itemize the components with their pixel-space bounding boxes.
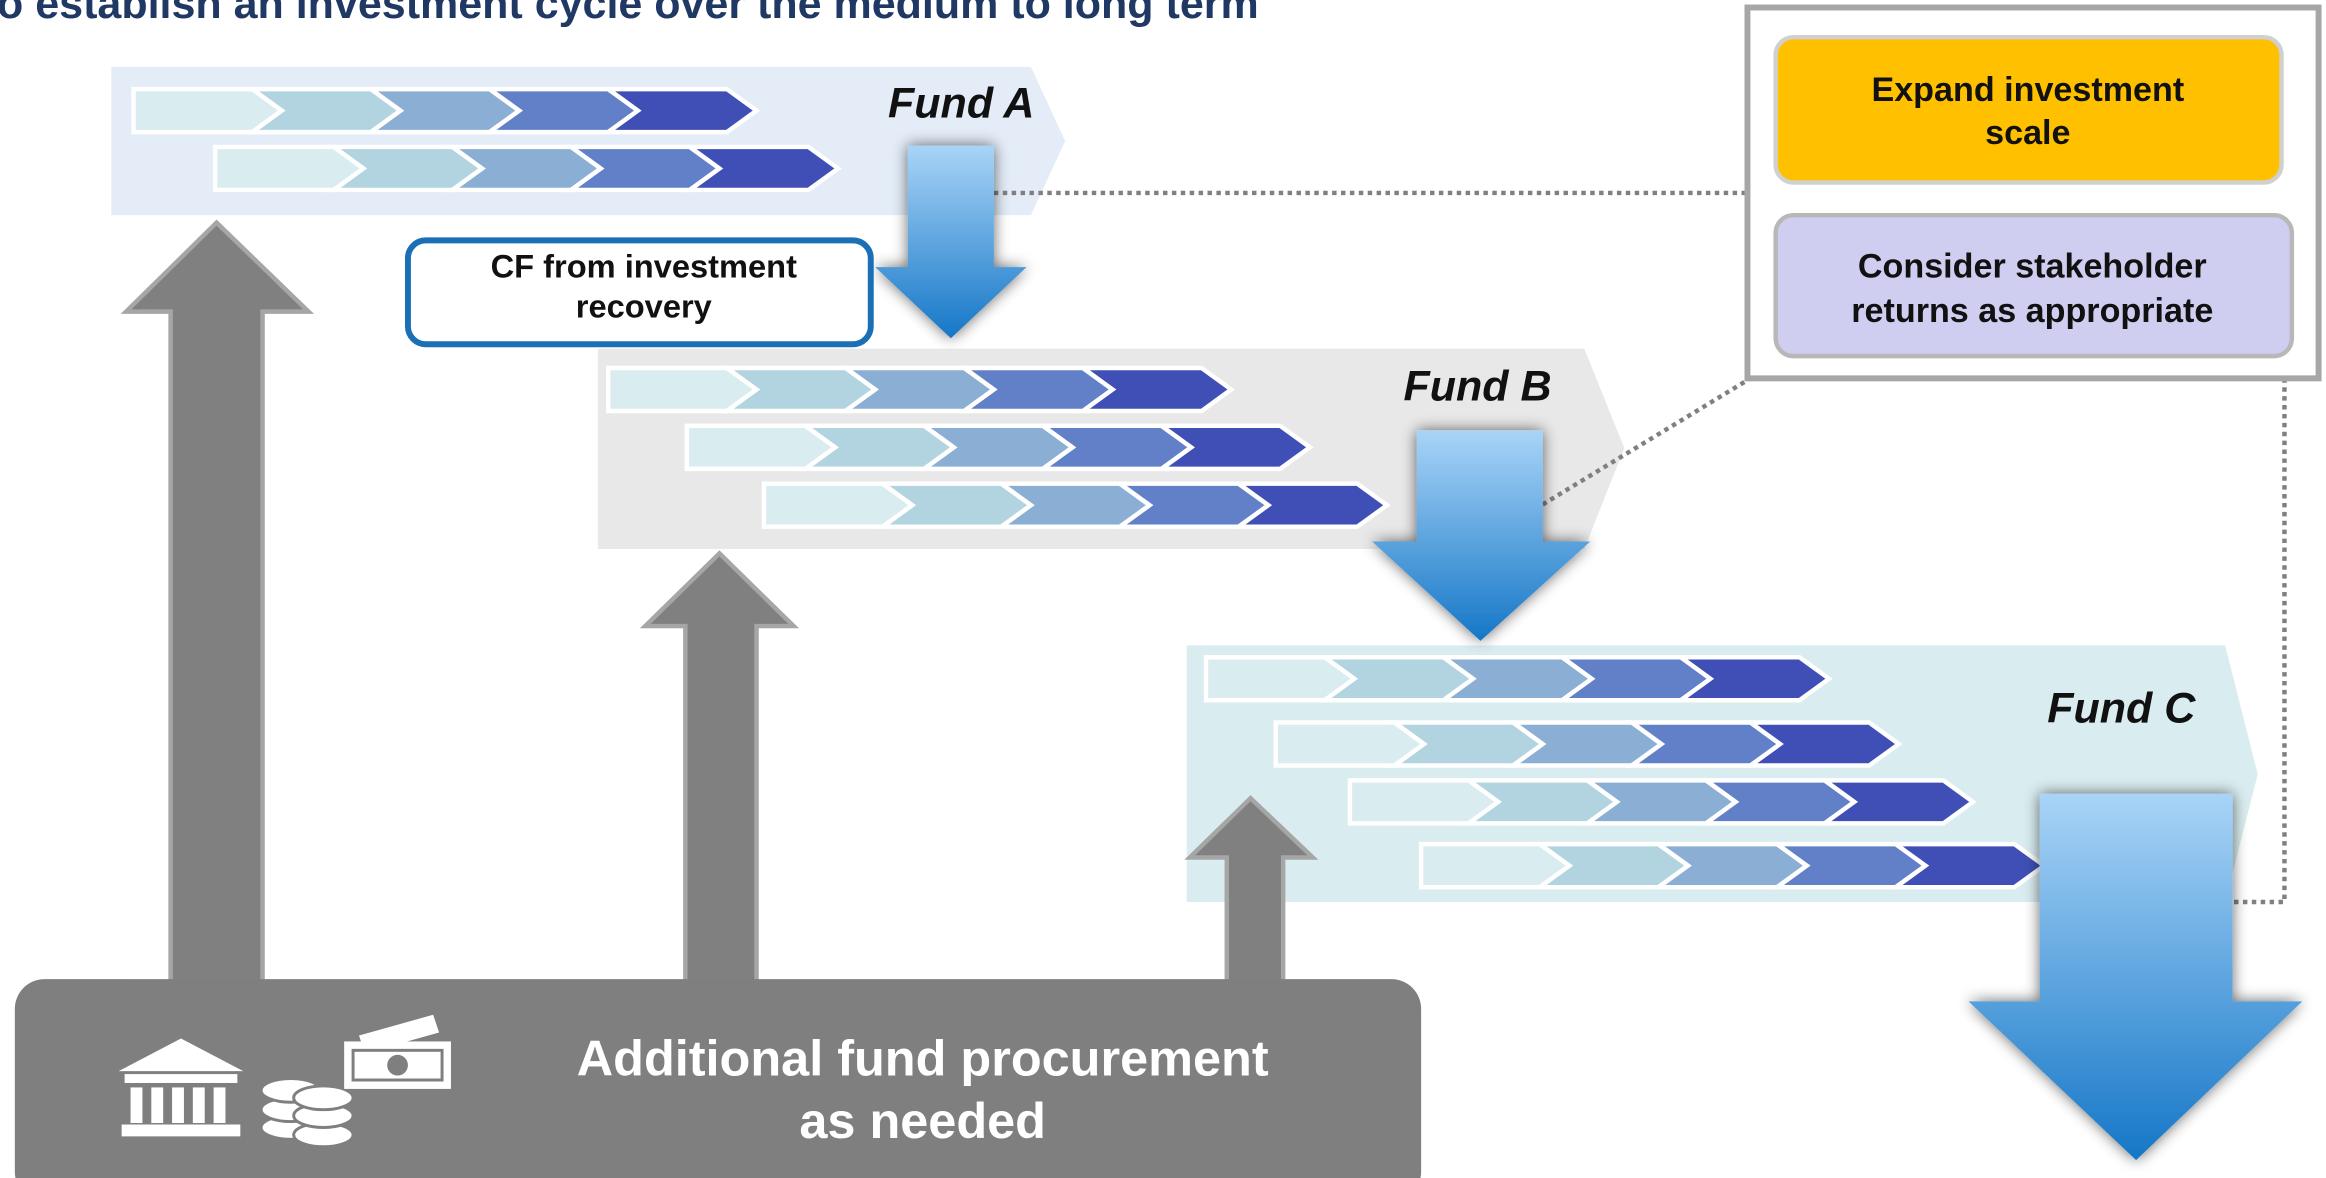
- chevron: [1076, 365, 1236, 414]
- fund-label: Fund A: [888, 79, 1034, 127]
- panel-item: [1773, 212, 2295, 359]
- cf-text: CF from investment: [491, 247, 797, 284]
- up-arrow: [1184, 795, 1319, 989]
- chevron-rows: [131, 86, 2048, 890]
- down-arrow: [875, 145, 1027, 339]
- chevron: [682, 144, 842, 193]
- title: o establish an investment cycle over the…: [0, 0, 1259, 28]
- panel-item: [1773, 34, 2284, 185]
- fund-label: Fund B: [1403, 363, 1551, 411]
- panel-text: returns as appropriate: [1851, 292, 2213, 330]
- connector: [2225, 378, 2287, 905]
- bank-icon: [118, 1038, 244, 1137]
- chevron: [1673, 655, 1833, 703]
- cf-text: recovery: [576, 288, 712, 325]
- cash-icon: [344, 1014, 451, 1089]
- chevron: [601, 86, 761, 135]
- fund-band: [1186, 645, 2258, 903]
- procurement-text: Additional fund procurement: [577, 1030, 1269, 1087]
- chevron: [1231, 481, 1391, 529]
- chevron: [1817, 778, 1977, 826]
- down-arrow: [1968, 793, 2303, 1161]
- down-arrow: [1372, 430, 1591, 641]
- chevron: [1154, 423, 1314, 472]
- panel-text: Expand investment: [1871, 71, 2184, 109]
- up-arrows: [120, 219, 1319, 989]
- up-arrow: [639, 550, 800, 989]
- fund-label: Fund C: [2047, 685, 2196, 733]
- procurement-box: [14, 979, 1422, 1178]
- panel-text: scale: [1985, 114, 2070, 152]
- chevron: [1888, 841, 2048, 890]
- panel-text: Consider stakeholder: [1858, 247, 2207, 285]
- connectors: [993, 190, 2287, 905]
- coins-icon: [259, 1077, 355, 1149]
- cf-box: [404, 237, 874, 348]
- chevron: [1743, 720, 1903, 768]
- procurement-text: as needed: [799, 1092, 1046, 1149]
- up-arrow: [120, 219, 315, 989]
